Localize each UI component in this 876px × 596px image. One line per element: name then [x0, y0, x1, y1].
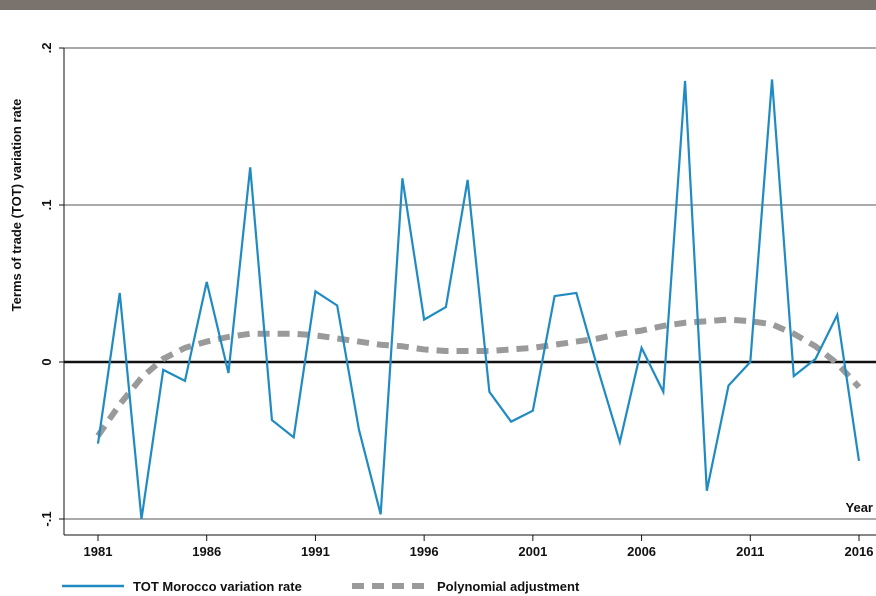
x-tick-label: 2011: [736, 544, 764, 559]
x-tick-label: 1981: [84, 544, 113, 559]
x-tick-label: 2006: [627, 544, 656, 559]
axes-layer: -.1 0 .1 .2 1981 1986 1991 1996 2001 2006 2011 2016: [39, 43, 876, 559]
top-band: [0, 0, 876, 10]
series-line-polynomial-adjustment: [95, 316, 862, 438]
x-tick-label: 2001: [518, 544, 547, 559]
y-tick-label: 0: [39, 358, 54, 365]
y-axis-title: Terms of trade (TOT) variation rate: [9, 99, 24, 312]
legend: TOT Morocco variation rate Polynomial ad…: [62, 579, 580, 594]
y-tick-label: .1: [39, 200, 54, 211]
grid-layer: [64, 47, 876, 520]
y-tick-label: -.1: [39, 511, 54, 526]
x-axis-title: Year: [846, 500, 873, 515]
x-tick-label: 1991: [301, 544, 330, 559]
x-tick-label: 1986: [192, 544, 221, 559]
x-tick-label: 2016: [845, 544, 874, 559]
x-tick-label: 1996: [410, 544, 439, 559]
series-layer: [95, 79, 862, 520]
labels-layer: Terms of trade (TOT) variation rate Year: [9, 99, 873, 515]
y-tick-label: .2: [39, 43, 54, 54]
series-line-tot-variation-rate: [96, 79, 861, 520]
legend-label-dashed: Polynomial adjustment: [437, 579, 580, 594]
legend-label-solid: TOT Morocco variation rate: [133, 579, 302, 594]
